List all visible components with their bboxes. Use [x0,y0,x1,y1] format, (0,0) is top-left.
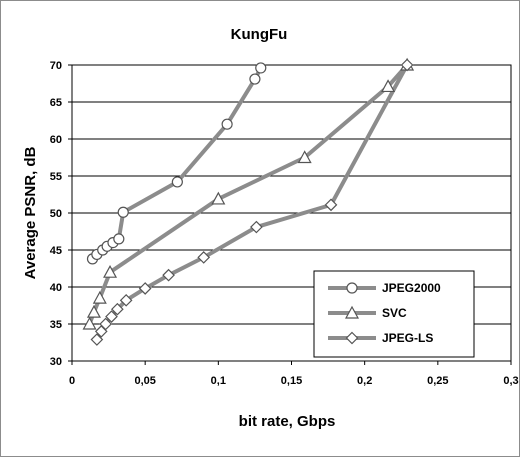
data-point-jpeg-ls [105,310,118,323]
legend-label-svc: SVC [382,306,407,320]
data-point-jpeg2000 [221,118,233,130]
x-tick-label: 0,05 [134,375,155,387]
y-tick-label: 70 [50,60,62,72]
chart-title: KungFu [231,26,288,43]
data-point-jpeg-ls [250,220,263,234]
series-markers [82,57,415,346]
x-tick-label: 0,2 [357,375,372,387]
y-tick-label: 35 [50,319,62,331]
data-point-jpeg2000 [117,206,129,218]
y-tick-label: 50 [50,208,62,220]
data-point-svc [86,304,101,318]
data-point-jpeg-ls [400,58,414,72]
x-tick-label: 0,25 [427,375,448,387]
data-point-jpeg2000 [249,73,261,85]
y-tick-label: 60 [50,134,62,146]
legend-label-jpeg2000: JPEG2000 [382,281,441,295]
series-line-jpeg2000 [91,67,263,261]
x-tick-label: 0,15 [281,375,302,387]
y-tick-label: 55 [50,171,62,183]
data-point-svc [381,79,396,93]
axes [68,64,512,365]
data-point-jpeg-ls [111,302,124,316]
x-tick-label: 0 [69,375,75,387]
x-tick-label: 0,1 [211,375,226,387]
data-point-jpeg-ls [90,333,104,346]
legend-marker-jpeg-ls [345,331,359,345]
data-point-svc [103,264,118,278]
data-point-jpeg2000 [171,176,183,188]
data-point-svc [211,191,226,205]
y-axis-label: Average PSNR, dB [22,146,39,279]
x-tick-label: 0,3 [503,375,518,387]
data-point-jpeg2000 [113,233,125,245]
data-point-jpeg-ls [138,282,152,295]
legend-marker-svc [344,305,360,319]
data-point-svc [297,150,312,164]
tick-labels: 30 35 40 45 50 55 60 65 70 0 0,05 0,1 0,15 0,2 0,25 0,3 [50,60,519,387]
data-point-jpeg-ls [324,198,338,212]
y-tick-label: 40 [50,282,62,294]
data-point-jpeg-ls [162,268,175,282]
data-point-jpeg-ls [99,317,113,331]
data-point-jpeg-ls [197,251,211,264]
data-point-jpeg2000 [255,62,267,74]
legend-marker-jpeg2000 [346,282,358,294]
y-tick-label: 45 [50,245,62,257]
data-point-jpeg-ls [119,293,133,307]
x-axis-label: bit rate, Gbps [239,413,336,430]
legend: JPEG2000 SVC JPEG-LS [313,270,475,358]
y-tick-label: 65 [50,97,62,109]
legend-label-jpeg-ls: JPEG-LS [382,331,433,345]
data-point-svc [82,316,97,330]
y-tick-label: 30 [50,356,62,368]
data-point-svc [92,290,107,304]
